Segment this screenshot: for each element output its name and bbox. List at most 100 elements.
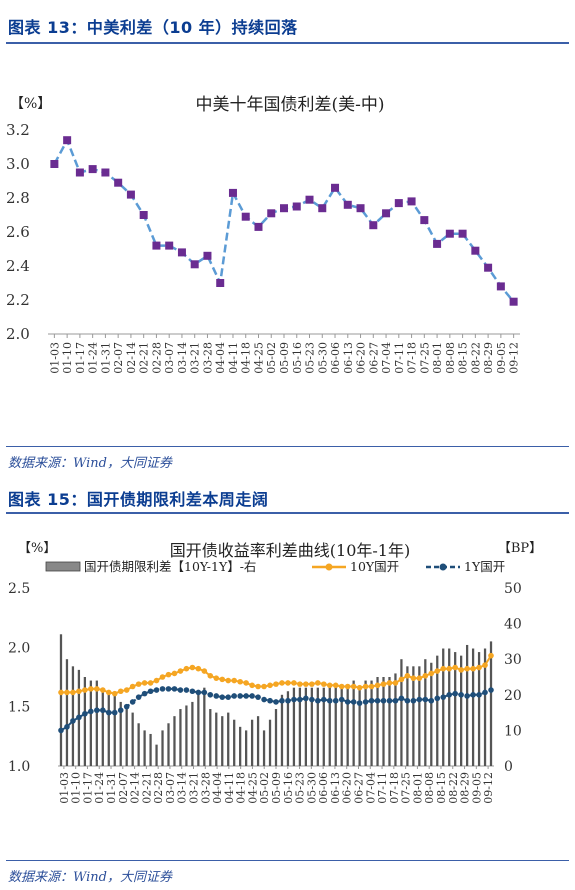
chart2-bar (340, 684, 343, 766)
chart1-point (292, 202, 301, 211)
chart1-xtick-label: 02-14 (125, 342, 138, 374)
chart2-xtick-label: 05-30 (305, 772, 318, 804)
chart2-bar (203, 687, 206, 766)
figure-15-top-rule (6, 512, 569, 514)
chart1-xtick-label: 08-08 (444, 342, 457, 374)
chart2-xtick-label: 02-28 (152, 772, 165, 804)
chart2-bar (59, 634, 63, 766)
chart2-10y-point (58, 689, 64, 696)
chart2-1y-point (177, 687, 184, 693)
chart1-point (63, 136, 72, 145)
chart1-xtick-label: 07-04 (380, 342, 393, 374)
chart2-10y-point (243, 680, 249, 686)
chart2-bar (197, 694, 200, 766)
chart2-bar (149, 733, 152, 766)
chart1-point (126, 190, 135, 199)
chart2-1y-point (70, 718, 76, 724)
chart2-10y-point (213, 675, 220, 681)
chart2-bar (107, 691, 110, 766)
chart2-10y-point (356, 684, 363, 691)
chart2-1y-point (440, 694, 447, 700)
chart2-10y-point (267, 682, 273, 689)
chart2-xtick-label: 06-06 (317, 772, 330, 804)
chart2-xtick-label: 08-29 (459, 772, 472, 804)
chart2-xtick-label: 01-10 (70, 772, 83, 804)
chart2-xtick-label: 05-02 (258, 772, 271, 804)
chart2-bar (173, 716, 176, 766)
chart2-bar (364, 680, 367, 766)
chart2-1y-point (297, 696, 303, 703)
chart2-10y-point (135, 681, 142, 687)
chart2-10y-point (76, 688, 82, 695)
chart2-1y-point (285, 697, 291, 704)
chart2-bar (227, 712, 230, 766)
chart2-1y-point (434, 695, 441, 702)
chart2-bar (250, 719, 254, 766)
chart2-10y-point (70, 689, 76, 696)
chart2-1y-point (195, 689, 202, 696)
chart2-bar (125, 709, 128, 766)
chart2-bar (143, 730, 146, 766)
chart2-1y-point (231, 693, 237, 699)
chart2-bar (465, 644, 469, 766)
chart2-bar (245, 730, 248, 766)
chart2-1y-point (94, 707, 100, 714)
chart2-1y-point (320, 696, 327, 703)
chart2-10y-point (458, 667, 464, 673)
chart2-bar (418, 666, 421, 766)
chart2-10y-point (476, 664, 482, 671)
chart2-10y-point (64, 689, 70, 696)
chart1-point (280, 204, 288, 213)
chart2-10y-point (129, 683, 136, 690)
chart2-1y-point (482, 689, 488, 696)
chart2-legend-bar-label: 国开债期限利差【10Y-1Y】-右 (84, 559, 256, 574)
chart2-1y-point (261, 696, 267, 703)
chart1-xtick-label: 03-07 (163, 342, 176, 374)
chart2-10y-point (225, 677, 232, 684)
chart2-10y-point (434, 668, 441, 674)
chart2-1y-point (183, 687, 190, 693)
chart1-point (382, 209, 391, 218)
chart2-bar (71, 666, 75, 766)
chart2-bar (113, 694, 116, 766)
chart2-bar (292, 687, 296, 766)
chart2-1y-point (446, 692, 453, 698)
chart1-xtick-label: 09-05 (495, 342, 508, 374)
chart1-point (88, 165, 97, 174)
chart-us-china-spread: 中美十年国债利差(美-中) 【%】 3.2 3.0 2.8 2.6 2.4 2.2 2.0 01-… (6, 95, 521, 374)
chart2-10y-point (320, 681, 327, 687)
chart2-ylabel-right: 【BP】 (498, 541, 542, 556)
chart2-1y-point (153, 687, 160, 693)
chart2-1y-point (123, 703, 130, 710)
chart2-10y-point (94, 686, 100, 692)
chart1-xtick-label: 04-11 (227, 342, 240, 374)
chart1-point (496, 282, 505, 291)
chart2-xtick-label: 07-18 (388, 772, 401, 804)
chart2-1y-point (398, 695, 405, 702)
chart1-point (177, 248, 186, 257)
chart2-bar (268, 719, 272, 766)
chart-cdb-term-spread: 国开债收益率利差曲线(10年-1年) 【%】 【BP】国开债期限利差【10Y-1Y】… (8, 541, 542, 804)
chart2-1y-point (356, 700, 363, 706)
chart2-1y-point (255, 694, 261, 700)
chart1-point (203, 251, 212, 260)
chart1-xtick-label: 01-31 (99, 342, 112, 374)
chart2-1y-point (105, 709, 112, 716)
chart2-1y-point (326, 697, 333, 704)
chart2-1y-point (374, 697, 381, 704)
chart2-xtick-label: 06-13 (329, 772, 342, 804)
chart1-xtick-label: 08-22 (469, 342, 482, 374)
chart2-10y-point (117, 688, 124, 695)
chart2-bar (406, 666, 409, 766)
chart2-bar (346, 687, 349, 766)
chart2-1y-point (147, 688, 154, 695)
chart1-xtick-label: 03-21 (189, 342, 202, 374)
chart2-bar (460, 655, 463, 766)
chart1-point (433, 239, 442, 248)
chart2-bar (448, 648, 451, 766)
chart2-10y-point (195, 665, 202, 672)
chart2-1y-point (76, 714, 82, 721)
chart2-10y-point (326, 682, 333, 689)
chart2-1y-point (416, 696, 423, 703)
chart2-xtick-label: 08-15 (435, 772, 448, 804)
